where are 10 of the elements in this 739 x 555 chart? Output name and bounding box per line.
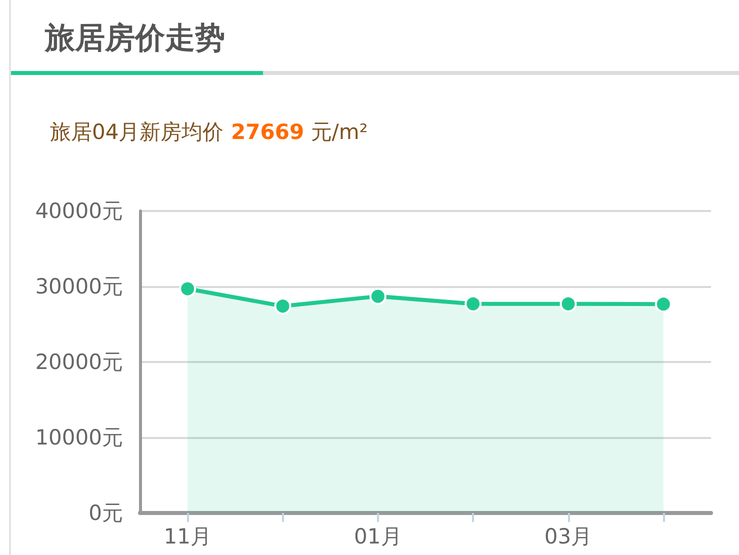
- y-tick-label: 0元: [88, 501, 123, 525]
- x-tick-label: 11月: [164, 524, 212, 548]
- y-tick-label: 10000元: [35, 426, 123, 450]
- chart-subtitle: 旅居04月新房均价 27669 元/m²: [50, 120, 368, 144]
- y-tick-label: 20000元: [35, 350, 123, 374]
- x-tick-label: 01月: [354, 524, 402, 548]
- chart-title: 旅居房价走势: [45, 21, 225, 57]
- y-tick-label: 30000元: [35, 274, 123, 298]
- x-tick-label: 03月: [544, 524, 592, 548]
- y-tick-label: 40000元: [35, 199, 123, 223]
